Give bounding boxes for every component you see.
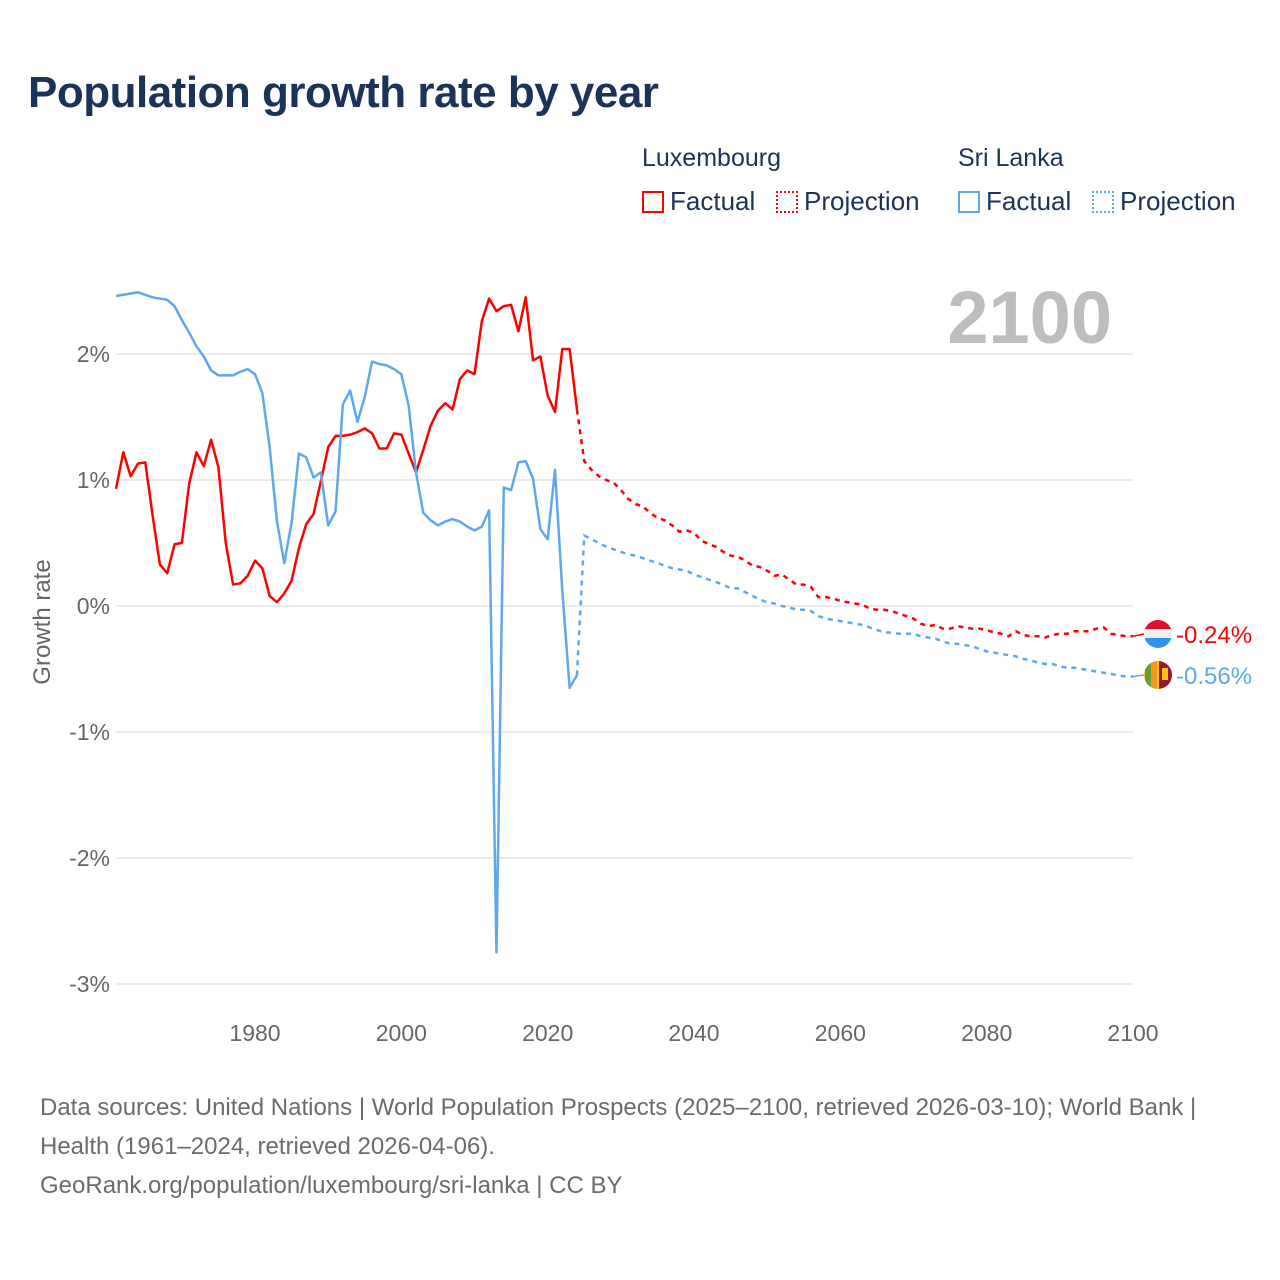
y-tick-label: 1% [77, 467, 110, 493]
end-label-connector [1132, 674, 1145, 678]
x-tick-label: 2020 [522, 1020, 573, 1046]
legend-label: Factual [986, 186, 1072, 216]
end-label-connector [1132, 633, 1145, 637]
legend-sri-lanka-factual[interactable]: Factual [958, 186, 1071, 217]
x-tick-label: 2060 [815, 1020, 866, 1046]
footer: Data sources: United Nations | World Pop… [40, 1088, 1240, 1205]
legend-swatch-dotted [776, 190, 798, 213]
y-axis-title: Growth rate [29, 559, 56, 684]
x-tick-label: 2000 [376, 1020, 427, 1046]
chart-title: Population growth rate by year [28, 68, 659, 117]
legend-swatch-solid [642, 190, 664, 213]
series-line-luxembourg-projection [575, 409, 1133, 639]
y-tick-label: 0% [77, 593, 110, 619]
y-tick-label: -1% [69, 719, 110, 745]
legend-swatch-dotted [1092, 190, 1114, 213]
y-tick-label: -3% [69, 971, 110, 997]
legend-label: Projection [1120, 186, 1236, 216]
legend-sri-lanka-projection[interactable]: Projection [1092, 186, 1236, 217]
series-line-sri-lanka-projection [575, 533, 1133, 678]
series-line-luxembourg-factual [114, 296, 579, 604]
legend-label: Factual [670, 186, 756, 216]
flag-sri-lanka-icon [1144, 661, 1172, 689]
series-line-sri-lanka-factual [115, 291, 579, 954]
legend-luxembourg-factual[interactable]: Factual [642, 186, 755, 217]
end-label-luxembourg: -0.24% [1176, 622, 1252, 649]
legend-swatch-solid [958, 190, 980, 213]
x-tick-label: 2080 [961, 1020, 1012, 1046]
data-sources: Data sources: United Nations | World Pop… [40, 1094, 1197, 1160]
end-label-sri-lanka: -0.56% [1176, 663, 1252, 690]
year-watermark: 2100 [947, 276, 1112, 359]
legend-label: Projection [804, 186, 920, 216]
x-tick-label: 1980 [229, 1020, 280, 1046]
credit-link[interactable]: GeoRank.org/population/luxembourg/sri-la… [40, 1172, 623, 1199]
y-tick-label: 2% [77, 341, 110, 367]
y-tick-label: -2% [69, 845, 110, 871]
flag-luxembourg-icon [1144, 620, 1172, 648]
legend-luxembourg-projection[interactable]: Projection [776, 186, 920, 217]
legend-group-luxembourg: Luxembourg [642, 144, 781, 172]
x-tick-label: 2100 [1107, 1020, 1158, 1046]
legend-group-sri-lanka: Sri Lanka [958, 144, 1064, 172]
x-tick-label: 2040 [668, 1020, 719, 1046]
